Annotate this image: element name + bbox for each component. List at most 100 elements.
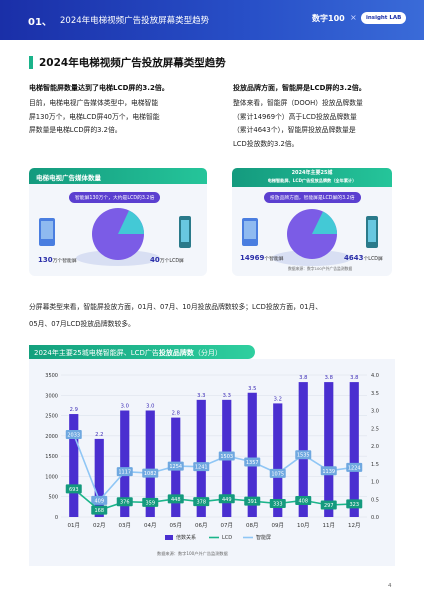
smart-screen-label-bg	[65, 430, 82, 440]
lcd-data-label: 693	[69, 487, 79, 493]
right-col-line: 整体来看，智能屏（DOOH）投放品牌数量	[233, 99, 363, 107]
bar-data-label: 3.2	[274, 396, 282, 402]
smart-screen-data-label: 1075	[271, 471, 284, 477]
chart-title-suffix: （分月）	[193, 349, 222, 357]
y-right-tick-label: 4.0	[371, 373, 379, 379]
bar	[120, 410, 130, 517]
y-right-tick-label: 2.0	[371, 444, 379, 450]
smart-screen-data-label: 1241	[195, 465, 208, 471]
bar	[196, 399, 206, 517]
smart-screen-data-label: 409	[94, 498, 104, 504]
bar-data-label: 3.8	[350, 375, 358, 381]
smart-brand-count: 14969个智能屏	[240, 254, 284, 262]
smart-screen-data-label: 1357	[246, 460, 259, 466]
lcd-label-bg	[116, 497, 133, 507]
lcd-data-label: 449	[222, 497, 232, 503]
pie-slice-lcd	[312, 211, 338, 234]
lcd-data-label: 408	[298, 498, 308, 504]
smart-screen-label-bg	[269, 468, 286, 478]
legend-label: 智能屏	[256, 534, 271, 541]
lcd-data-label: 333	[273, 501, 283, 507]
smart-screen-unit: 万个智能屏	[52, 259, 77, 264]
lcd-brand-number: 4643	[344, 254, 364, 262]
chart-title-prefix: 2024年主要25城电梯智能屏、LCD广告	[34, 349, 159, 357]
logo-separator: ×	[350, 13, 357, 22]
lcd-label-bg	[91, 505, 108, 515]
bar	[94, 438, 104, 517]
x-tick-label: 12月	[348, 522, 361, 529]
x-tick-label: 02月	[93, 522, 106, 529]
media-pie-graphic	[39, 208, 191, 266]
y-left-tick-label: 3000	[45, 393, 58, 399]
right-col-line: （累计4643个），智能屏投放品牌数量是	[233, 126, 356, 134]
bar-data-label: 3.8	[299, 375, 307, 381]
bar-data-label: 3.3	[197, 393, 205, 399]
y-left-tick-label: 2000	[45, 434, 58, 440]
smart-screen-label-bg	[142, 468, 159, 478]
lcd-data-label: 168	[94, 508, 104, 514]
smart-screen-label-bg	[244, 457, 261, 467]
y-right-tick-label: 1.5	[371, 462, 379, 468]
right-col-body: 整体来看，智能屏（DOOH）投放品牌数量 （累计14969个）高于LCD投放品牌…	[233, 97, 403, 151]
lcd-label-bg	[244, 496, 261, 506]
legend-label: 倍数关系	[176, 534, 196, 541]
y-right-tick-label: 0.5	[371, 497, 379, 503]
bar-data-label: 2.8	[172, 411, 180, 417]
lcd-data-label: 323	[349, 502, 359, 508]
y-left-tick-label: 1000	[45, 474, 58, 480]
page-header: 01、 2024年电梯视频广告投放屏幕类型趋势 数字100 × insight …	[0, 0, 424, 40]
right-col-line: LCD投放数的3.2倍。	[233, 139, 299, 148]
media-count-pill: 智能屏130万个，大约是LCD的3.2倍	[69, 192, 161, 203]
media-count-card: 电梯电视广告媒体数量 智能屏130万个，大约是LCD的3.2倍 130万个智能屏…	[29, 168, 207, 276]
smart-screen-data-label: 1535	[297, 453, 310, 459]
y-right-tick-label: 0.0	[371, 515, 379, 521]
smart-screen-data-label: 1117	[118, 470, 131, 476]
smart-screen-label-bg	[116, 467, 133, 477]
chart-source: 数据来源：数字100户外广告监测数据	[157, 550, 228, 557]
smart-screen-label-bg	[320, 466, 337, 476]
bar	[349, 382, 359, 517]
left-col-title: 电梯智能屏数量达到了电梯LCD屏的3.2倍。	[29, 84, 169, 92]
lcd-screen-icon-display	[181, 220, 189, 242]
lcd-brand-count: 4643个LCD屏	[344, 254, 383, 262]
lcd-data-label: 448	[171, 497, 181, 503]
smart-screen-data-label: 1254	[169, 464, 182, 470]
bar-data-label: 3.8	[325, 375, 333, 381]
smart-screen-data-label: 1224	[348, 465, 361, 471]
summary-line: 05月、07月LCD投放品牌数较多。	[29, 320, 135, 328]
y-left-tick-label: 0	[55, 515, 58, 521]
smart-screen-label-bg	[295, 450, 312, 460]
lcd-line	[73, 488, 355, 512]
x-tick-label: 03月	[119, 522, 132, 529]
y-right-tick-label: 1.0	[371, 480, 379, 486]
brand-pie-graphic	[242, 209, 378, 266]
bar	[69, 414, 79, 517]
bar	[298, 382, 308, 517]
smart-screen-label-bg	[346, 462, 363, 472]
x-tick-label: 01月	[68, 522, 81, 529]
left-col-body: 目前，电梯电视广告媒体类型中，电梯智能 屏130万个，电梯LCD屏40万个，电梯…	[29, 97, 219, 138]
x-tick-label: 10月	[297, 522, 310, 529]
pie-slice-lcd	[118, 210, 144, 234]
bar-data-label: 3.0	[146, 404, 154, 410]
lcd-label-bg	[218, 494, 235, 504]
x-tick-label: 06月	[195, 522, 208, 529]
smart-screen-data-label: 1139	[322, 469, 335, 475]
y-right-tick-label: 3.0	[371, 409, 379, 415]
y-right-tick-label: 2.5	[371, 426, 379, 432]
lcd-label-bg	[193, 497, 210, 507]
summary-paragraph: 分屏幕类型来看，智能屏投放方面，01月、07月、10月投放品牌数较多；LCD投放…	[29, 299, 399, 333]
brand-card-head-line1: 2024年主要25城	[291, 170, 333, 176]
left-col-line: 目前，电梯电视广告媒体类型中，电梯智能	[29, 99, 159, 107]
smart-screen-icon-display	[41, 221, 53, 239]
page-number: 4	[388, 583, 392, 589]
y-left-tick-label: 500	[48, 495, 58, 501]
bar	[247, 392, 257, 517]
title-accent-bar	[29, 56, 33, 69]
smart-screen-icon-display	[244, 221, 256, 239]
bar-data-label: 2.2	[95, 432, 103, 438]
smart-screen-data-label: 2033	[67, 433, 80, 439]
lcd-screen-count: 40万个LCD屏	[150, 256, 184, 264]
lcd-data-label: 297	[324, 503, 334, 509]
lcd-label-bg	[346, 499, 363, 509]
